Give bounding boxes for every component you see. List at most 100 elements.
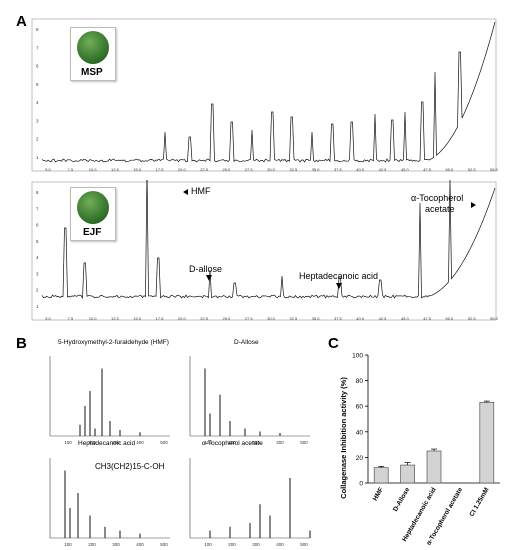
- ejf-y-tick: 2: [36, 288, 39, 293]
- msp-x-tick: 52.5: [468, 167, 477, 172]
- annotation-heptadecanoic-acid: Heptadecanoic acid: [299, 271, 378, 281]
- spectrum-x-tick: 300: [252, 542, 260, 547]
- ejf-y-tick: 3: [36, 271, 39, 276]
- bar-chart-y-tick: 100: [352, 353, 363, 360]
- msp-x-tick: 32.5: [289, 167, 298, 172]
- ejf-x-tick: 25.0: [223, 316, 232, 321]
- msp-y-tick: 7: [36, 45, 39, 50]
- spectrum-title-tocopherol: α-Tocopherol acetate: [202, 440, 263, 447]
- spectrum-x-tick: 200: [228, 542, 236, 547]
- ejf-x-tick: 30.0: [267, 316, 276, 321]
- spectrum-x-tick: 500: [160, 542, 168, 547]
- spectrum-x-tick: 400: [276, 542, 284, 547]
- msp-y-tick: 2: [36, 137, 39, 142]
- ejf-x-tick: 20.0: [178, 316, 187, 321]
- bar-chart-y-tick: 60: [356, 404, 364, 411]
- ejf-x-tick: 10.0: [89, 316, 98, 321]
- msp-fruit-photo: MSP: [70, 27, 116, 81]
- annotation-d-allose: D-allose: [189, 264, 222, 274]
- bar-chart-y-tick: 20: [356, 455, 364, 462]
- spectrum-x-tick: 100: [64, 440, 72, 445]
- spectrum-x-tick: 400: [276, 440, 284, 445]
- spectrum-title-heptadecanoic: Heptadecanoic acid: [78, 440, 135, 447]
- ejf-x-tick: 50.0: [446, 316, 455, 321]
- spectrum-title-d-allose: D-Allose: [234, 339, 259, 346]
- msp-fruit-image: [77, 31, 109, 64]
- msp-x-tick: 5.0: [45, 167, 51, 172]
- msp-x-tick: 40.0: [356, 167, 365, 172]
- msp-y-tick: 5: [36, 82, 39, 87]
- bar-0: [374, 468, 388, 483]
- msp-x-tick: 25.0: [223, 167, 232, 172]
- panel-label-b: B: [16, 335, 27, 352]
- spectrum-x-tick: 500: [300, 440, 308, 445]
- spectrum-x-tick: 400: [136, 542, 144, 547]
- spectrum-x-tick: 500: [300, 542, 308, 547]
- msp-y-tick: 6: [36, 64, 39, 69]
- spectrum-title-hmf: 5-Hydroxymethyl-2-furaldehyde (HMF): [58, 339, 169, 346]
- msp-x-tick: 27.5: [245, 167, 254, 172]
- msp-x-tick: 50.0: [446, 167, 455, 172]
- msp-x-tick: 55.0: [490, 167, 499, 172]
- msp-x-tick: 12.5: [111, 167, 120, 172]
- spectrum-x-tick: 100: [64, 542, 72, 547]
- msp-x-tick: 10.0: [89, 167, 98, 172]
- ejf-x-tick: 40.0: [356, 316, 365, 321]
- ejf-x-tick: 35.0: [312, 316, 321, 321]
- ejf-x-tick: 5.0: [45, 316, 51, 321]
- msp-x-tick: 15.0: [133, 167, 142, 172]
- ejf-y-tick: 5: [36, 239, 39, 244]
- msp-x-tick: 7.5: [68, 167, 74, 172]
- ejf-x-tick: 15.0: [133, 316, 142, 321]
- spectrum-x-tick: 200: [88, 542, 96, 547]
- msp-y-tick: 1: [36, 155, 39, 160]
- msp-x-tick: 47.5: [423, 167, 432, 172]
- ejf-x-tick: 32.5: [289, 316, 298, 321]
- msp-x-tick: 37.5: [334, 167, 343, 172]
- mass-spectra-grid: 100 200 300 400 500 100 200 300 400 500 100 200 300 4…: [30, 338, 320, 548]
- ejf-x-tick: 22.5: [200, 316, 209, 321]
- ejf-fruit-image: [77, 191, 109, 224]
- ejf-x-tick: 47.5: [423, 316, 432, 321]
- annotation-tocopherol-line2: acetate: [425, 204, 455, 214]
- x-category-label-0: HMF: [372, 486, 385, 502]
- ejf-y-tick: 4: [36, 255, 39, 260]
- spectrum-x-tick: 500: [160, 440, 168, 445]
- bar-4: [480, 402, 494, 483]
- msp-y-tick: 4: [36, 100, 39, 105]
- msp-x-tick: 30.0: [267, 167, 276, 172]
- collagenase-bar-chart: Collagenase Inhibition activity (%) 0 20 4…: [328, 338, 518, 550]
- ejf-y-tick: 8: [36, 190, 39, 195]
- bar-1: [401, 465, 415, 483]
- spectrum-x-tick: 300: [112, 542, 120, 547]
- ejf-x-tick: 27.5: [245, 316, 254, 321]
- ejf-x-tick: 55.0: [490, 316, 499, 321]
- msp-x-tick: 45.0: [401, 167, 410, 172]
- bar-chart-y-tick: 40: [356, 429, 364, 436]
- bar-chart-y-tick: 0: [359, 481, 363, 488]
- ejf-y-tick: 7: [36, 206, 39, 211]
- ejf-x-tick: 17.5: [156, 316, 165, 321]
- spectrum-x-tick: 100: [204, 542, 212, 547]
- msp-x-tick: 17.5: [156, 167, 165, 172]
- msp-sample-label: MSP: [81, 67, 103, 78]
- ejf-sample-label: EJF: [83, 227, 101, 238]
- ejf-y-tick: 6: [36, 223, 39, 228]
- msp-x-tick: 42.5: [379, 167, 388, 172]
- ejf-fruit-photo: EJF: [70, 187, 116, 241]
- ejf-y-tick: 1: [36, 304, 39, 309]
- ejf-x-tick: 7.5: [68, 316, 74, 321]
- bar-chart-y-tick: 80: [356, 378, 364, 385]
- msp-y-tick: 3: [36, 118, 39, 123]
- msp-x-tick: 22.5: [200, 167, 209, 172]
- annotation-hmf: HMF: [191, 186, 211, 196]
- bar-2: [427, 451, 441, 483]
- y-axis-label: Collagenase Inhibition activity (%): [339, 377, 348, 499]
- ejf-x-tick: 12.5: [111, 316, 120, 321]
- panel-label-a: A: [16, 13, 27, 30]
- ejf-x-tick: 45.0: [401, 316, 410, 321]
- msp-y-tick: 8: [36, 27, 39, 32]
- msp-x-tick: 20.0: [178, 167, 187, 172]
- msp-x-tick: 35.0: [312, 167, 321, 172]
- ejf-x-tick: 42.5: [379, 316, 388, 321]
